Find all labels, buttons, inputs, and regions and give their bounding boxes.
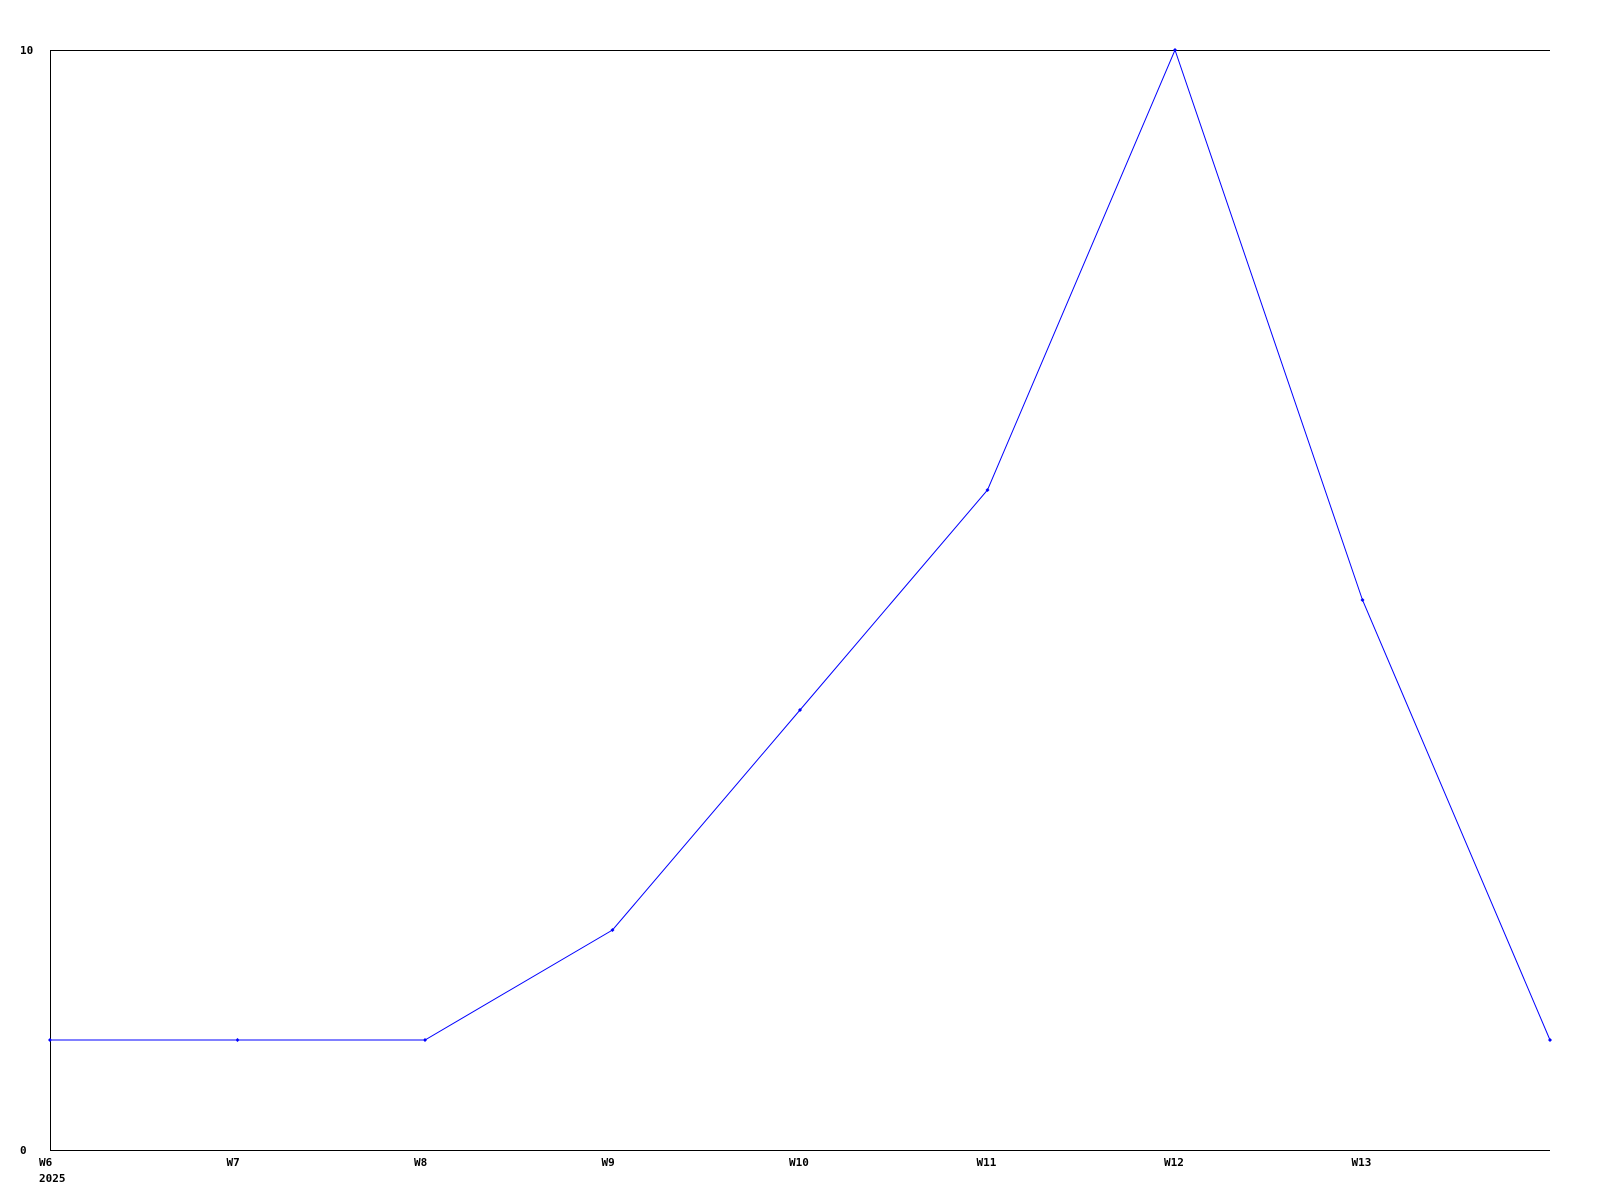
data-point xyxy=(1548,1038,1552,1042)
series-line xyxy=(50,48,1551,1041)
data-point xyxy=(610,928,615,932)
data-point xyxy=(48,1038,52,1042)
data-point xyxy=(1173,48,1177,52)
x-tick-label: W6 xyxy=(39,1156,53,1169)
data-point xyxy=(423,1038,427,1042)
x-tick-label: W12 xyxy=(1164,1156,1184,1169)
data-point xyxy=(1360,598,1365,602)
y-tick-label: 0 xyxy=(20,1144,27,1157)
x-tick-label: W13 xyxy=(1352,1156,1372,1169)
data-point xyxy=(235,1038,240,1042)
y-tick-label: 10 xyxy=(20,44,33,57)
x-tick-label: W10 xyxy=(789,1156,809,1169)
data-point xyxy=(985,488,990,492)
x-axis-year-label: 2025 xyxy=(39,1172,66,1185)
data-point xyxy=(798,708,802,712)
axes xyxy=(50,50,1550,1151)
x-tick-label: W7 xyxy=(227,1156,240,1169)
x-tick-label: W8 xyxy=(414,1156,427,1169)
x-tick-label: W9 xyxy=(602,1156,615,1169)
x-tick-label: W11 xyxy=(977,1156,997,1169)
